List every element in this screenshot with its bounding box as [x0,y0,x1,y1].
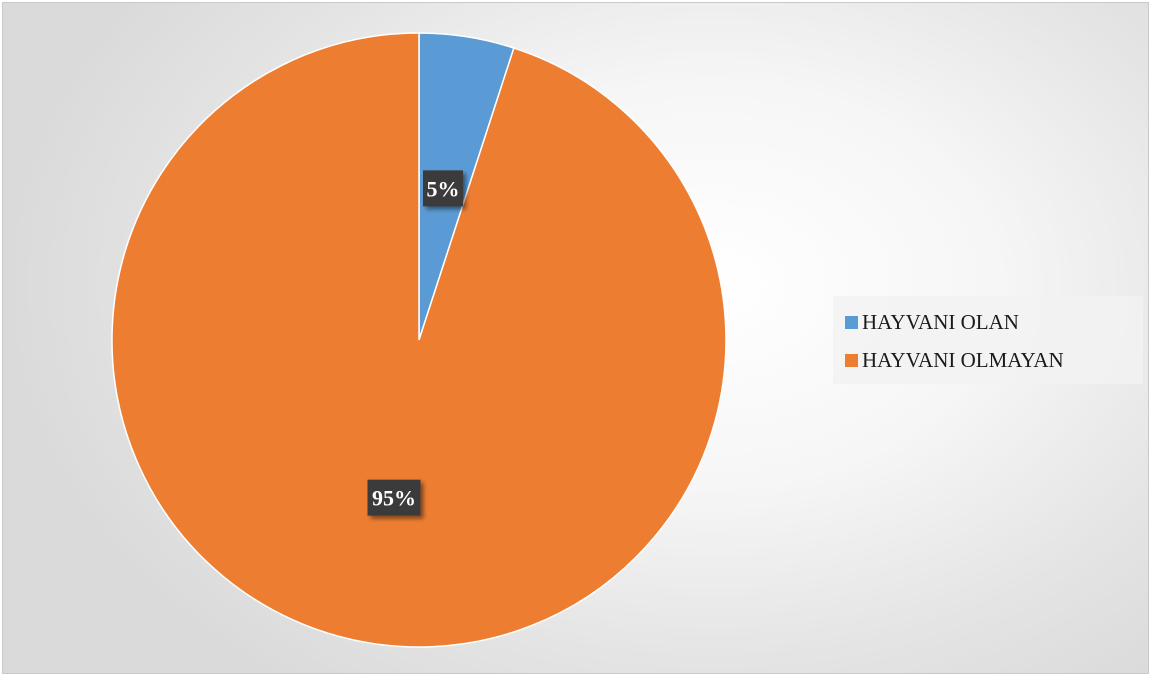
legend-swatch-hayvani-olan [845,316,858,329]
data-label-1: 95% [367,479,421,516]
data-label-box-0 [423,170,464,207]
legend-item-hayvani-olmayan: HAYVANI OLMAYAN [845,348,1064,373]
legend-item-hayvani-olan: HAYVANI OLAN [845,310,1019,335]
legend-swatch-hayvani-olmayan [845,354,858,367]
legend-label-hayvani-olan: HAYVANI OLAN [862,310,1019,334]
legend: HAYVANI OLAN HAYVANI OLMAYAN [833,296,1143,384]
legend-label-hayvani-olmayan: HAYVANI OLMAYAN [862,348,1064,372]
pie-slice-1 [111,32,727,648]
data-label-box-1 [367,479,421,516]
data-label-0: 5% [423,170,464,207]
data-label-text-1: 95% [372,486,416,511]
data-label-text-0: 5% [427,176,460,201]
pie-chart: 5% 95% [111,32,727,648]
